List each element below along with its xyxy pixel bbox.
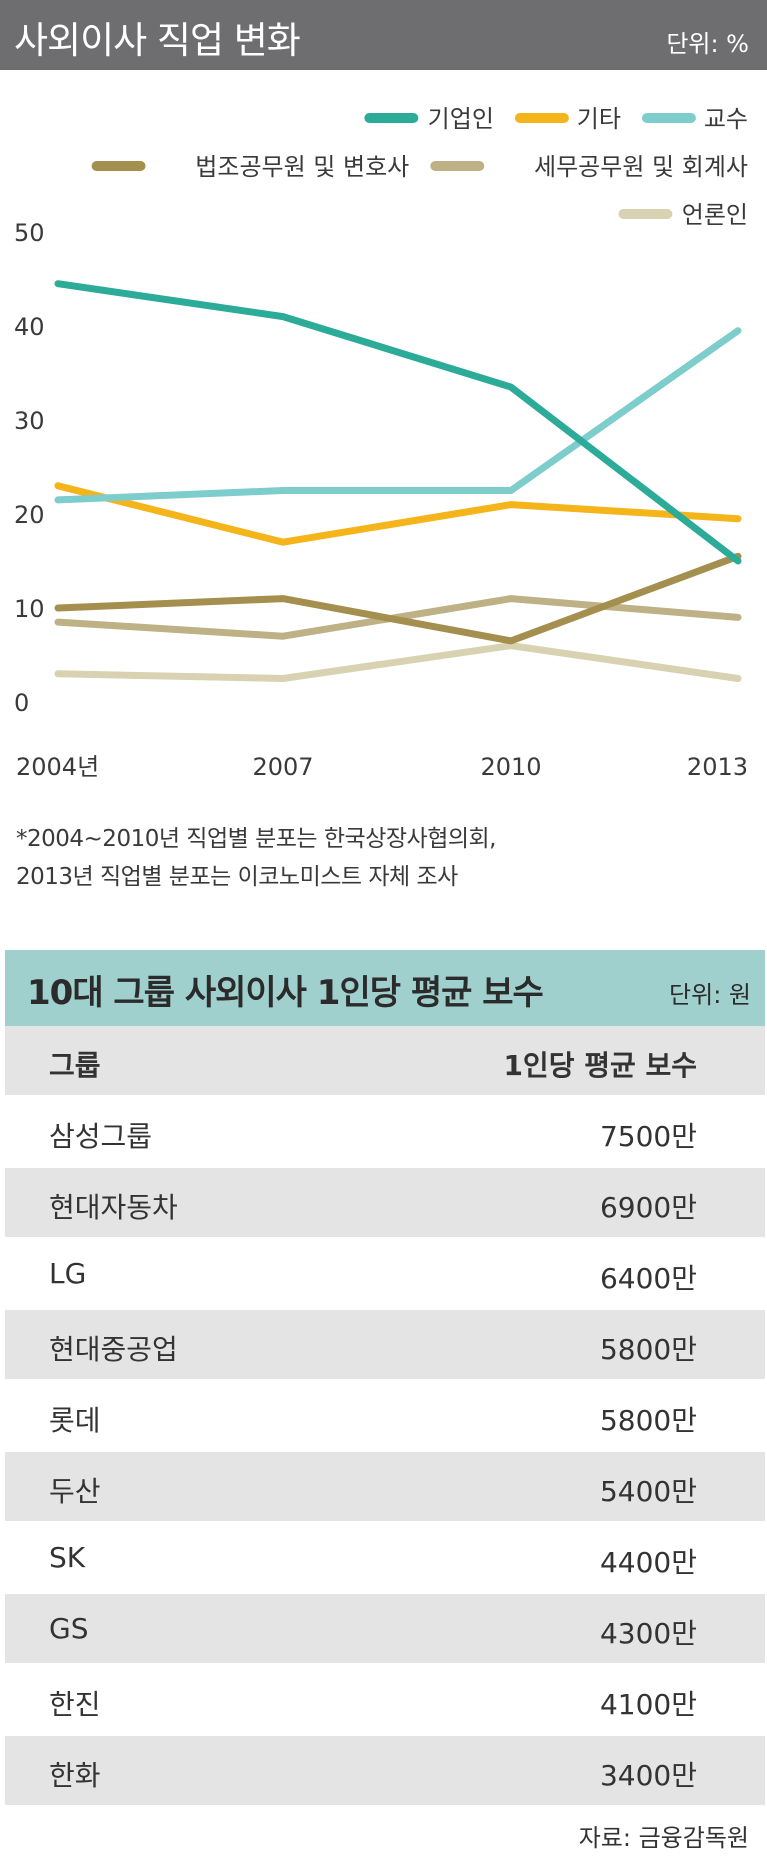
pay-cell: 6400만 (599, 1262, 697, 1295)
group-name-cell: 롯데 (49, 1404, 101, 1437)
compensation-table: 그룹 1인당 평균 보수 삼성그룹 7500만 현대자동차 6900만 LG 6… (5, 1026, 765, 1807)
legend-label: 교수 (704, 105, 748, 133)
column-header-group: 그룹 (49, 1049, 101, 1082)
series-line (54, 642, 742, 682)
source-note: 자료: 금융감독원 (578, 1824, 749, 1852)
group-name-cell: GS (49, 1612, 89, 1645)
group-name-cell: LG (49, 1257, 87, 1290)
note-line-1: *2004~2010년 직업별 분포는 한국상장사협의회, (16, 826, 496, 852)
group-name-cell: 두산 (49, 1475, 101, 1508)
pay-cell: 5400만 (599, 1475, 697, 1508)
y-tick-label: 30 (14, 407, 45, 435)
y-tick-label: 50 (14, 219, 45, 247)
y-tick-label: 10 (14, 595, 45, 623)
pay-cell: 6900만 (599, 1191, 697, 1224)
line-chart: 0 10 20 30 40 50 2004년 2007 2010 2013 교수 기타 기업인세무공무원… (14, 105, 748, 781)
pay-cell: 5800만 (599, 1404, 697, 1437)
group-name-cell: 현대중공업 (49, 1333, 178, 1366)
table-unit: 단위: 원 (669, 981, 751, 1009)
table-row: 현대자동차 6900만 (5, 1168, 765, 1239)
x-tick-label: 2010 (480, 753, 541, 781)
pay-cell: 7500만 (599, 1120, 697, 1153)
table-row: 두산 5400만 (5, 1452, 765, 1523)
note-line-2: 2013년 직업별 분포는 이코노미스트 자체 조사 (16, 864, 458, 890)
table-row: 한화 3400만 (5, 1736, 765, 1807)
x-tick-label: 2013 (687, 753, 748, 781)
legend-label: 기업인 (428, 105, 494, 133)
series-line (54, 482, 742, 546)
x-tick-label: 2007 (252, 753, 313, 781)
series-line (54, 280, 742, 565)
chart-title: 사외이사 직업 변화 (14, 19, 301, 62)
group-name-cell: 한진 (49, 1688, 101, 1721)
chart-unit: 단위: % (666, 30, 749, 58)
legend-label: 기타 (577, 105, 621, 133)
pay-cell: 4300만 (599, 1617, 697, 1650)
column-header-pay: 1인당 평균 보수 (503, 1049, 697, 1082)
table-row: 한진 4100만 (5, 1665, 765, 1736)
y-tick-label: 40 (14, 313, 45, 341)
table-row: 롯데 5800만 (5, 1381, 765, 1452)
y-tick-label: 20 (14, 501, 45, 529)
pay-cell: 5800만 (599, 1333, 697, 1366)
pay-cell: 4400만 (599, 1546, 697, 1579)
group-name-cell: 현대자동차 (49, 1191, 178, 1224)
table-row: 현대중공업 5800만 (5, 1310, 765, 1381)
table-header-row: 그룹 1인당 평균 보수 (5, 1026, 765, 1097)
table-title: 10대 그룹 사외이사 1인당 평균 보수 (27, 973, 544, 1013)
table-row: LG 6400만 (5, 1239, 765, 1310)
legend-label: 법조공무원 및 변호사 (195, 153, 409, 181)
table-title-bar: 10대 그룹 사외이사 1인당 평균 보수 단위: 원 (5, 950, 765, 1026)
group-name-cell: 한화 (49, 1759, 101, 1792)
legend-label: 세무공무원 및 회계사 (534, 153, 748, 181)
chart-title-bar: 사외이사 직업 변화 단위: % (0, 0, 767, 70)
table-row: GS 4300만 (5, 1594, 765, 1665)
pay-cell: 4100만 (599, 1688, 697, 1721)
y-tick-label: 0 (14, 689, 29, 717)
pay-cell: 3400만 (599, 1759, 697, 1792)
x-tick-label: 2004년 (16, 753, 99, 781)
series-line (54, 327, 742, 504)
chart-note: *2004~2010년 직업별 분포는 한국상장사협의회, 2013년 직업별 … (16, 820, 496, 896)
series-line (54, 552, 742, 645)
group-name-cell: 삼성그룹 (49, 1120, 153, 1153)
legend-label: 언론인 (682, 201, 748, 229)
table-row: 삼성그룹 7500만 (5, 1097, 765, 1168)
table-row: SK 4400만 (5, 1523, 765, 1594)
group-name-cell: SK (49, 1541, 86, 1574)
